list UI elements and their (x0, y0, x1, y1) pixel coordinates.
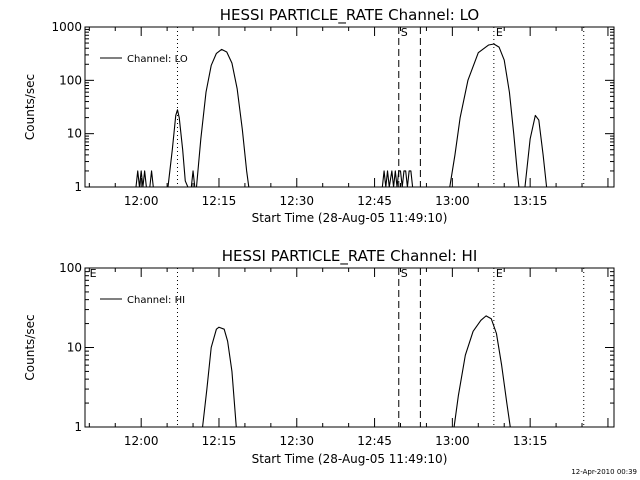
x-axis-label: Start Time (28-Aug-05 11:49:10) (252, 452, 448, 466)
x-tick-label: 12:15 (202, 434, 237, 448)
x-tick-label: 13:00 (435, 434, 470, 448)
y-tick-label: 100 (59, 73, 82, 87)
y-axis-label: Counts/sec (23, 314, 37, 380)
chart-panel-1: HESSI PARTICLE_RATE Channel: LO 1 10 100 100… (23, 6, 615, 225)
timestamp: 12-Apr-2010 00:39 (571, 468, 637, 476)
y-tick-label: 1 (74, 180, 82, 194)
x-tick-label: 12:45 (357, 434, 392, 448)
x-tick-label: 12:15 (202, 194, 237, 208)
plot-frame (84, 26, 615, 188)
x-tick-label: 13:15 (513, 434, 548, 448)
y-tick-label: 10 (67, 127, 82, 141)
x-tick-label: 12:00 (124, 434, 159, 448)
chart-panel-2: HESSI PARTICLE_RATE Channel: HI 1 10 100 12:… (23, 247, 615, 466)
chart-title: HESSI PARTICLE_RATE Channel: HI (222, 247, 478, 266)
y-tick-label: 1000 (51, 20, 82, 34)
x-tick-label: 12:30 (279, 194, 314, 208)
x-tick-label: 13:15 (513, 194, 548, 208)
marker-label: S (401, 267, 408, 280)
x-axis-label: Start Time (28-Aug-05 11:49:10) (252, 211, 448, 225)
x-tick-label: 12:45 (357, 194, 392, 208)
legend-label: Channel: LO (127, 54, 188, 65)
y-tick-label: 100 (59, 261, 82, 275)
marker-label: E (90, 267, 97, 280)
series-line (202, 315, 511, 428)
chart-title: HESSI PARTICLE_RATE Channel: LO (220, 6, 479, 25)
y-tick-label: 1 (74, 420, 82, 434)
y-tick-label: 10 (67, 341, 82, 355)
series-line (135, 43, 548, 188)
marker-label: E (496, 26, 503, 39)
plot-frame (84, 267, 615, 428)
x-tick-label: 12:00 (124, 194, 159, 208)
legend-label: Channel: HI (127, 295, 185, 306)
x-tick-label: 12:30 (279, 434, 314, 448)
marker-label: S (401, 26, 408, 39)
x-tick-label: 13:00 (435, 194, 470, 208)
marker-label: E (496, 267, 503, 280)
y-axis-label: Counts/sec (23, 74, 37, 140)
